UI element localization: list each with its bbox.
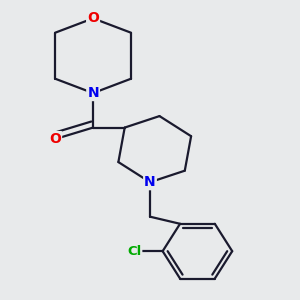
- Text: O: O: [87, 11, 99, 25]
- Text: O: O: [49, 132, 61, 146]
- Text: N: N: [144, 175, 156, 189]
- Text: Cl: Cl: [127, 245, 141, 258]
- Text: N: N: [87, 86, 99, 100]
